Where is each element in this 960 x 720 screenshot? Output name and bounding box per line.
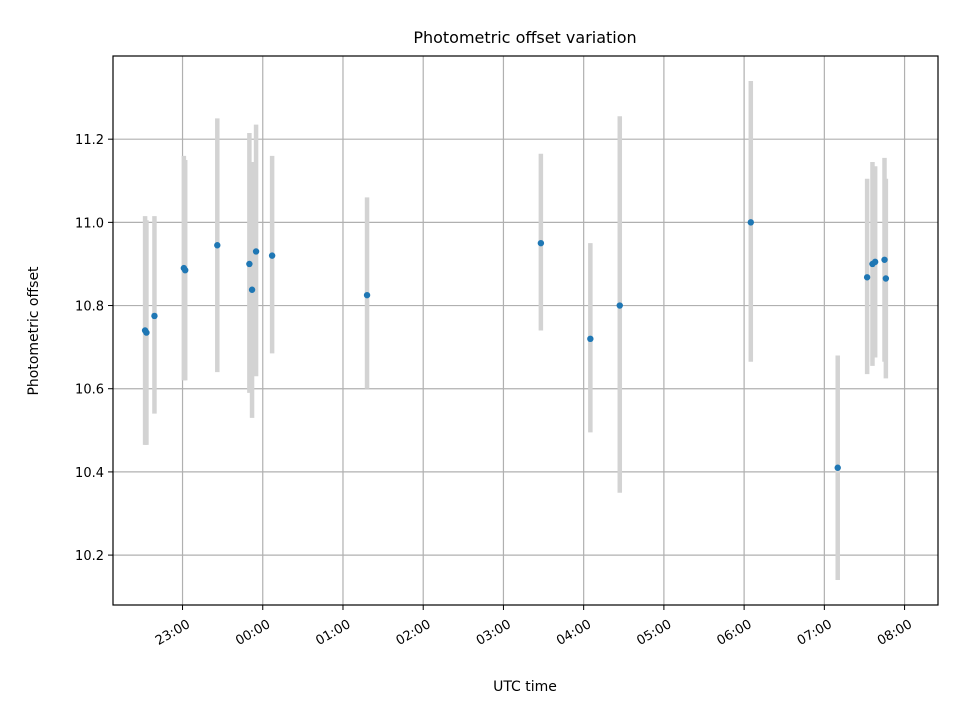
- y-axis-label: Photometric offset: [26, 266, 42, 396]
- x-tick-label: 05:00: [634, 617, 674, 649]
- data-point: [834, 464, 841, 471]
- data-points: [141, 219, 890, 471]
- data-point: [246, 260, 253, 268]
- data-point: [248, 286, 256, 293]
- x-tick-label: 01:00: [313, 617, 353, 649]
- data-point: [151, 312, 158, 320]
- y-tick-label: 11.2: [75, 133, 104, 148]
- x-tick-label: 03:00: [474, 617, 514, 649]
- y-tick-label: 10.6: [75, 383, 104, 398]
- plot-frame: [112, 55, 939, 606]
- y-tick-label: 10.8: [75, 300, 104, 315]
- x-tick-label: 04:00: [554, 617, 594, 649]
- data-point: [537, 239, 545, 247]
- x-tick-label: 02:00: [394, 617, 434, 649]
- data-point: [214, 242, 221, 249]
- chart-title: Photometric offset variation: [413, 28, 636, 47]
- x-axis-label: UTC time: [493, 679, 557, 695]
- error-bars: [142, 80, 889, 581]
- y-tick-labels: 10.2 10.4 10.6 10.8 11.0 11.2: [75, 133, 104, 564]
- data-point: [143, 329, 150, 336]
- x-tick-labels: 23:00 00:00 01:00 02:00 03:00 04:00 05:00 06:00…: [153, 617, 915, 649]
- data-point: [747, 219, 755, 226]
- x-tick-label: 08:00: [875, 617, 915, 649]
- data-point: [363, 291, 371, 299]
- data-point: [182, 266, 189, 274]
- y-tick-label: 10.2: [75, 549, 104, 564]
- data-point: [252, 248, 260, 255]
- data-point: [882, 275, 890, 282]
- x-tick-label: 00:00: [233, 617, 273, 649]
- grid-lines: [113, 56, 938, 605]
- axis-ticks: [108, 138, 906, 610]
- data-point: [863, 274, 871, 281]
- x-tick-label: 06:00: [715, 617, 755, 649]
- data-point: [268, 252, 276, 259]
- data-point: [587, 335, 594, 343]
- data-point: [616, 302, 623, 309]
- data-point: [871, 258, 879, 266]
- y-tick-label: 11.0: [75, 216, 104, 231]
- data-point: [881, 256, 888, 263]
- x-tick-label: 07:00: [795, 617, 835, 649]
- y-tick-label: 10.4: [75, 466, 104, 481]
- x-tick-label: 23:00: [153, 617, 193, 649]
